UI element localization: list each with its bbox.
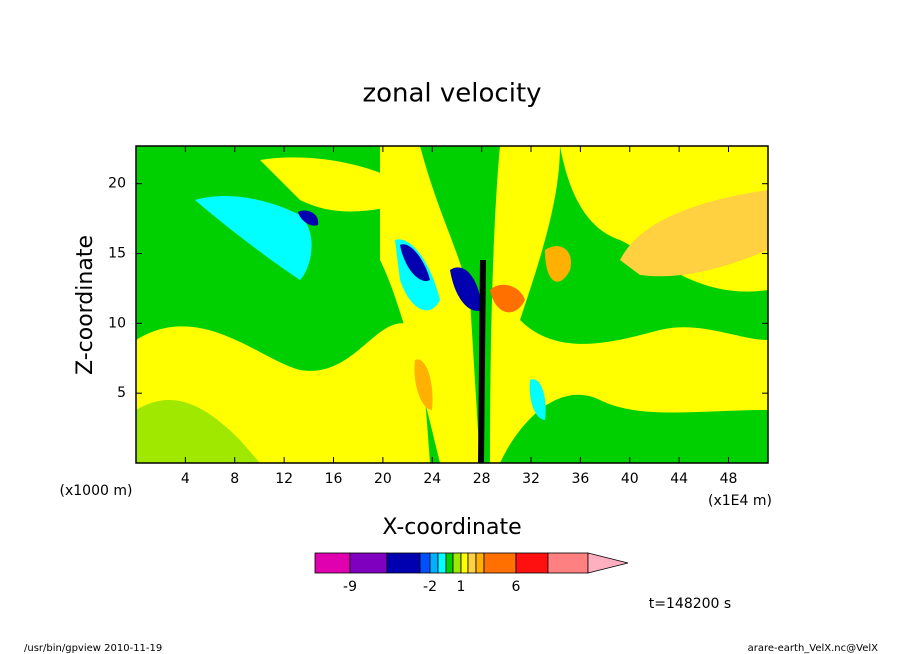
colorbar-segment [467, 552, 477, 574]
colorbar-segment [349, 552, 388, 574]
x-tick-label: 8 [230, 471, 239, 487]
x-tick-label: 20 [374, 471, 392, 487]
time-label: t=148200 s [649, 596, 731, 612]
colorbar-segment [445, 552, 454, 574]
y-tick-label: 10 [108, 315, 126, 331]
x-tick-label: 32 [522, 471, 540, 487]
y-tick-label: 20 [108, 176, 126, 192]
x-tick-label: 12 [275, 471, 293, 487]
colorbar-segment [475, 552, 485, 574]
colorbar-tick-label: 6 [512, 579, 521, 595]
colorbar-segment [547, 552, 589, 574]
footer-left: /usr/bin/gpview 2010-11-19 [24, 643, 162, 654]
x-tick-label: 24 [423, 471, 441, 487]
x-unit: (x1E4 m) [708, 493, 772, 509]
x-tick-label: 4 [181, 471, 190, 487]
contour-field [136, 146, 768, 463]
colorbar-segment [419, 552, 431, 574]
plot-frame [135, 145, 769, 464]
colorbar-extension [587, 552, 629, 574]
colorbar-segment [429, 552, 439, 574]
colorbar-tick-label: -9 [343, 579, 357, 595]
x-tick-label: 48 [720, 471, 738, 487]
y-unit: (x1000 m) [60, 483, 133, 499]
y-tick-label: 5 [117, 385, 126, 401]
colorbar-segment [314, 552, 351, 574]
colorbar-segment [460, 552, 469, 574]
x-axis-label: X-coordinate [382, 515, 521, 540]
y-tick-label: 15 [108, 246, 126, 262]
footer-right: arare-earth_VelX.nc@VelX [748, 643, 879, 654]
x-tick-label: 44 [670, 471, 688, 487]
colorbar-tick-label: 1 [457, 579, 466, 595]
colorbar-segment [437, 552, 447, 574]
y-axis-label: Z-coordinate [73, 235, 98, 375]
colorbar-segment [386, 552, 421, 574]
x-tick-label: 40 [621, 471, 639, 487]
colorbar-tick-label: -2 [423, 579, 437, 595]
x-tick-label: 36 [571, 471, 589, 487]
x-tick-label: 16 [325, 471, 343, 487]
x-tick-label: 28 [473, 471, 491, 487]
colorbar-segment [452, 552, 462, 574]
colorbar-segment [515, 552, 549, 574]
chart-title: zonal velocity [362, 79, 541, 109]
colorbar-segment [483, 552, 517, 574]
